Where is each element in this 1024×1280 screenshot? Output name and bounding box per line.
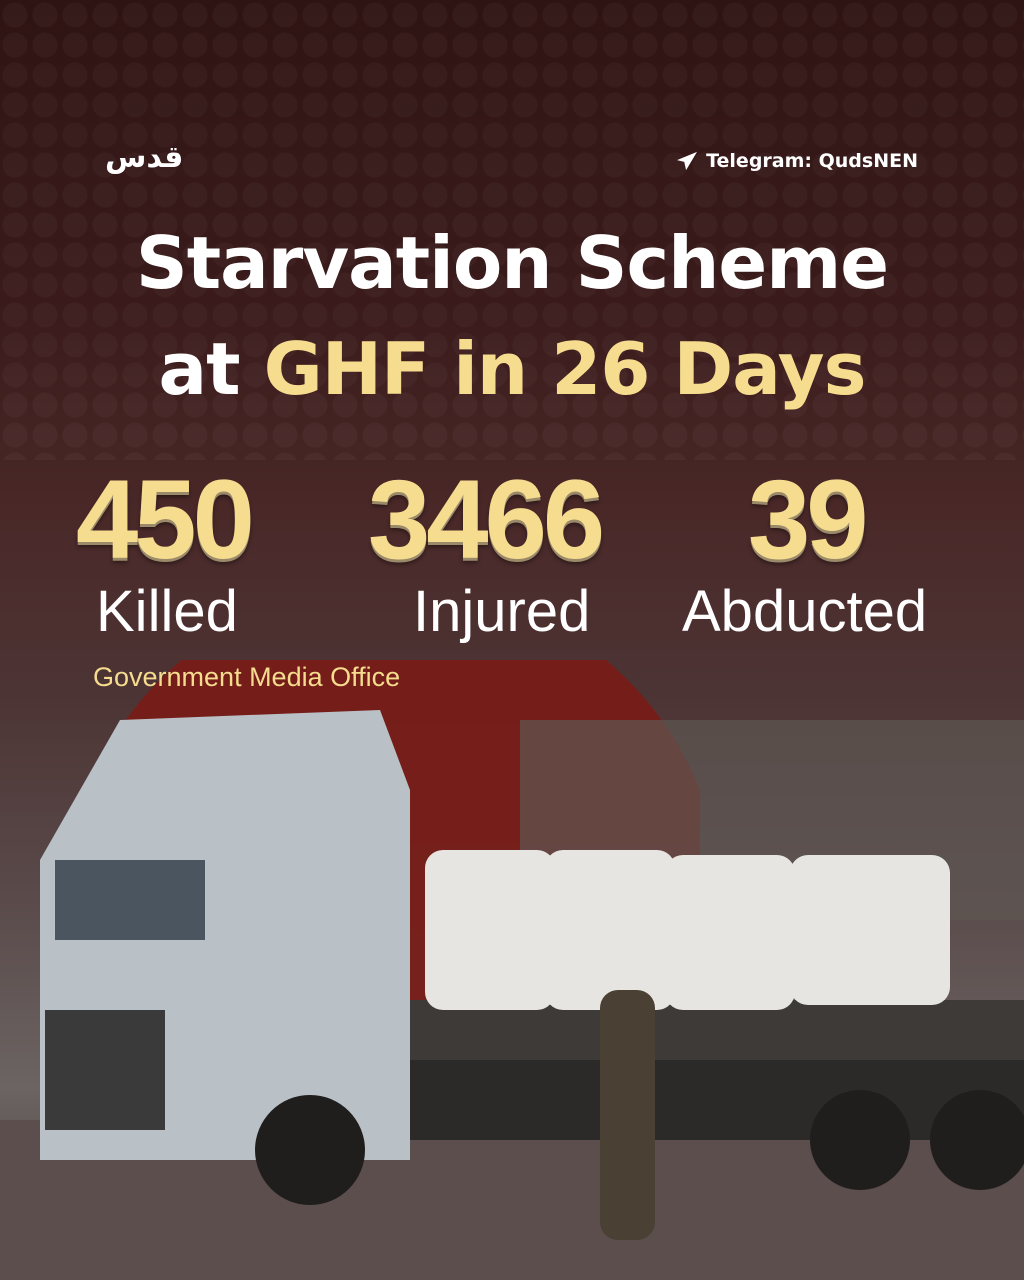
telegram-label: Telegram: QudsNEN [706,150,918,172]
wheel [810,1090,910,1190]
stat-killed-label: Killed [96,579,238,644]
headline-prefix: at [158,327,241,411]
stat-killed-value: 450 [76,457,255,582]
stat-injured-label: Injured [413,579,591,644]
stat-abducted-label: Abducted [682,579,928,644]
paper-plane-icon [677,151,698,171]
headline-line2: at GHF in 26 Days [0,316,1024,422]
wheel [255,1095,365,1205]
windshield [55,860,205,940]
aid-truck-photo [0,660,1024,1280]
quds-logo: قدس [105,140,184,175]
headline-highlight: GHF in 26 Days [263,327,867,411]
grille [45,1010,165,1130]
source-credit: Government Media Office [93,662,401,692]
telegram-handle[interactable]: Telegram: QudsNEN [676,150,918,172]
trailer-chassis [400,1060,1024,1140]
headline-line1: Starvation Scheme [135,221,889,305]
background-grid-pattern [0,0,1024,460]
stat-abducted-value: 39 [748,457,869,582]
stat-injured-value: 3466 [368,457,605,582]
wheel [930,1090,1024,1190]
soldier [600,990,655,1240]
headline: Starvation Scheme at GHF in 26 Days [0,210,1024,422]
flour-sacks [425,850,950,1010]
